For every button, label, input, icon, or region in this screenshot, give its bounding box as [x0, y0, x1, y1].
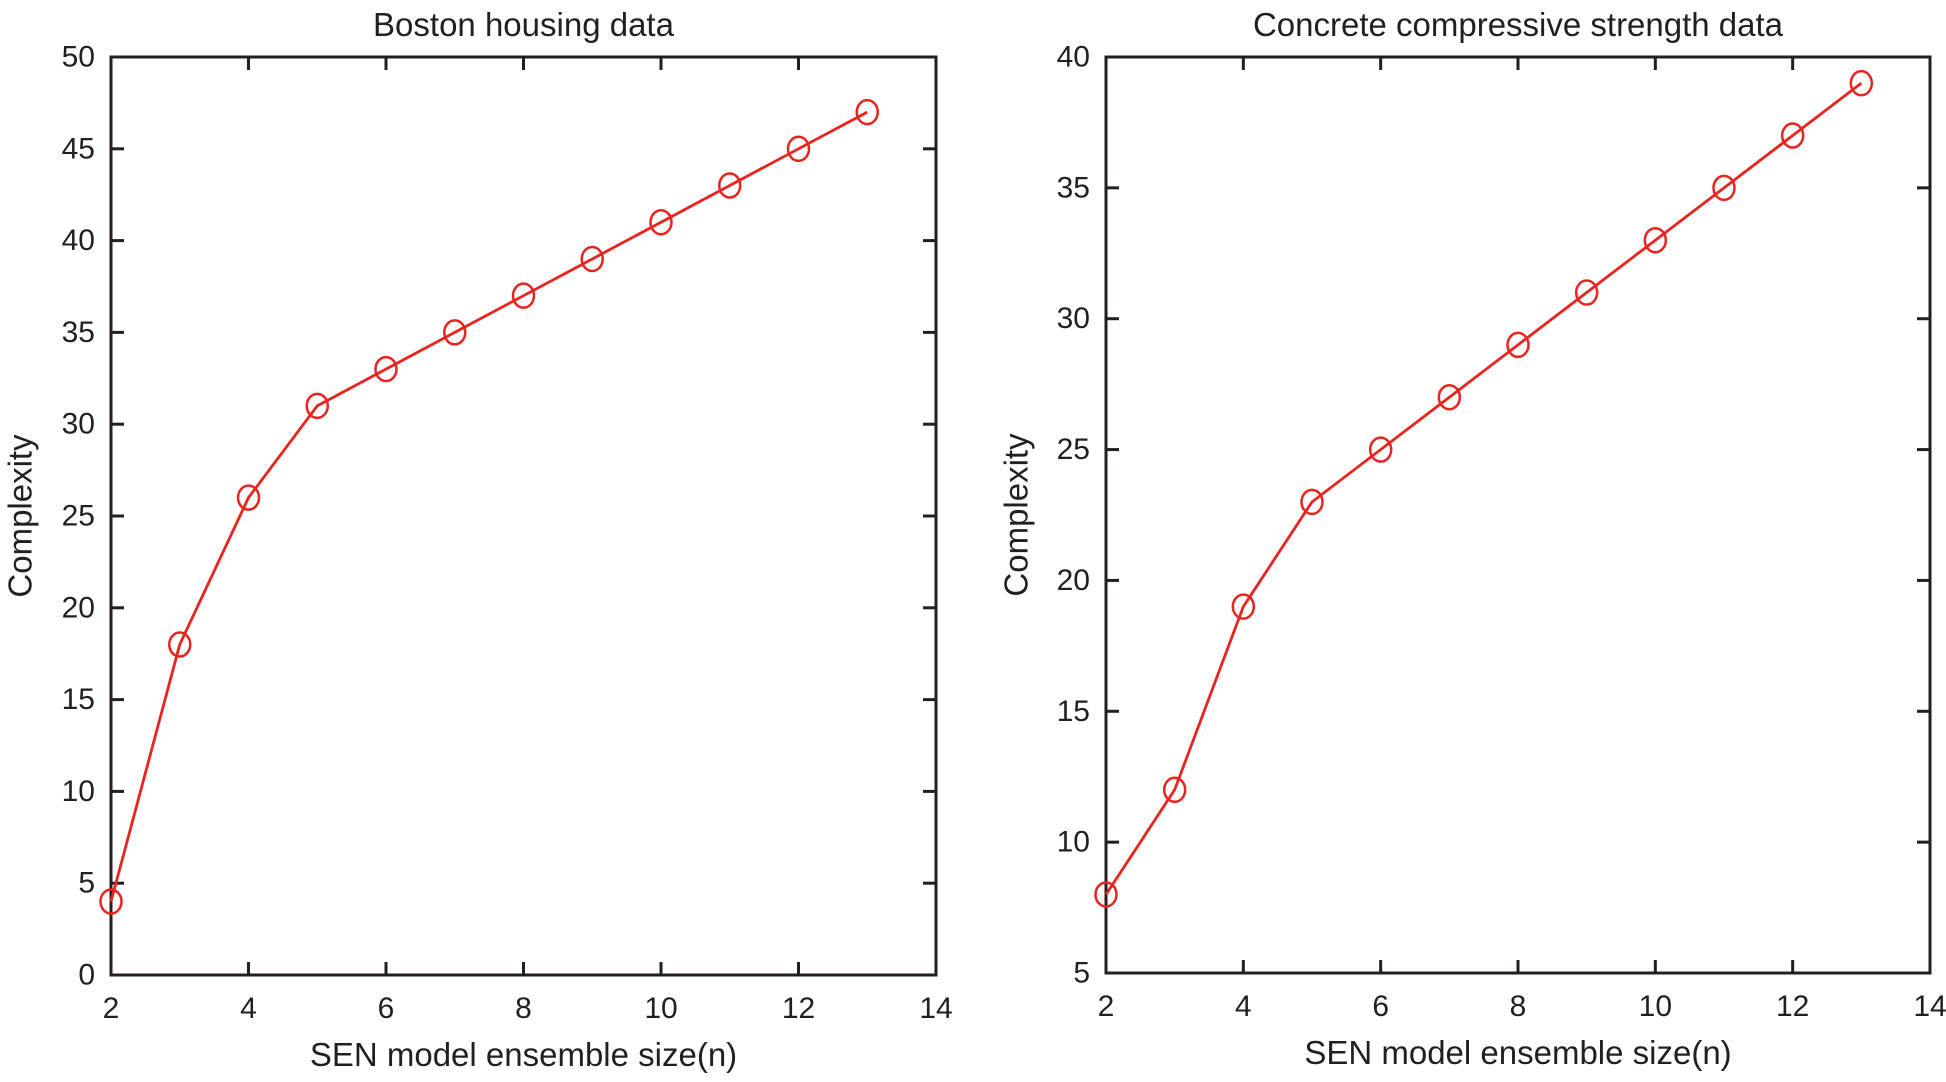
data-point-marker [1849, 69, 1874, 97]
x-tick-label: 8 [515, 992, 532, 1025]
y-tick-label: 40 [62, 224, 95, 257]
y-axis-label: Complexity [2, 434, 39, 598]
data-point-marker [99, 888, 123, 915]
x-tick-label: 10 [1639, 990, 1672, 1023]
x-tick-label: 14 [1913, 990, 1946, 1023]
data-point-marker [305, 392, 329, 420]
y-tick-label: 20 [62, 591, 95, 624]
y-tick-label: 0 [78, 959, 95, 992]
data-point-marker [168, 631, 192, 658]
data-point-marker [1162, 776, 1187, 804]
data-point-marker [1300, 488, 1324, 516]
plot-box [1104, 55, 1932, 975]
data-point-marker [786, 135, 811, 163]
data-point-marker [511, 282, 536, 309]
y-axis-label: Complexity [998, 433, 1035, 597]
x-tick-label: 12 [1776, 990, 1809, 1023]
chart-title: Boston housing data [373, 6, 675, 43]
data-point-marker [649, 208, 673, 236]
data-point-marker [1437, 383, 1462, 411]
y-tick-label: 10 [1057, 826, 1090, 859]
data-point-marker [443, 319, 467, 346]
y-tick-label: 25 [62, 500, 95, 533]
y-tick-label: 20 [1057, 564, 1090, 597]
data-point-marker [236, 484, 261, 511]
data-point-marker [1231, 593, 1256, 620]
y-tick-label: 40 [1057, 41, 1090, 74]
x-tick-label: 4 [1235, 990, 1252, 1023]
series-line [1104, 82, 1863, 896]
x-tick-label: 4 [240, 992, 257, 1025]
data-point-marker [1368, 436, 1393, 463]
chart-title: Concrete compressive strength data [1253, 6, 1784, 43]
y-tick-label: 5 [78, 867, 95, 900]
y-tick-label: 35 [62, 316, 95, 349]
x-tick-label: 6 [378, 992, 395, 1025]
x-tick-label: 6 [1372, 990, 1389, 1023]
y-tick-label: 30 [62, 408, 95, 441]
x-axis-label: SEN model ensemble size(n) [310, 1036, 737, 1073]
x-axis-label: SEN model ensemble size(n) [1304, 1034, 1731, 1071]
y-tick-label: 15 [1057, 695, 1090, 728]
y-tick-label: 25 [1057, 433, 1090, 466]
data-point-marker [1094, 881, 1118, 908]
data-point-marker [1780, 122, 1805, 149]
y-tick-label: 15 [62, 683, 95, 716]
x-tick-label: 12 [782, 992, 815, 1025]
data-point-marker [1643, 226, 1668, 254]
x-tick-label: 2 [1098, 990, 1115, 1023]
data-point-marker [855, 98, 879, 126]
data-point-marker [1506, 331, 1530, 359]
data-point-marker [1712, 174, 1736, 202]
data-point-marker [718, 172, 742, 199]
y-tick-label: 45 [62, 132, 95, 165]
y-tick-label: 5 [1073, 957, 1090, 990]
chart-right: 2 4 6 8 10 12 14 5 10 15 20 25 30 35 40 Concrete compre… [998, 6, 1946, 1071]
chart-left: 2 4 6 8 10 12 14 0 5 10 15 20 25 30 35 40 45 50 Boston hou… [2, 6, 953, 1073]
y-tick-label: 30 [1057, 302, 1090, 335]
data-point-marker [1574, 279, 1599, 306]
data-point-marker [580, 245, 604, 273]
x-tick-label: 14 [919, 992, 952, 1025]
x-tick-label: 8 [1510, 990, 1527, 1023]
y-tick-label: 50 [62, 41, 95, 74]
x-tick-label: 10 [644, 992, 677, 1025]
data-point-marker [374, 355, 398, 383]
x-tick-label: 2 [103, 992, 120, 1025]
y-tick-label: 35 [1057, 171, 1090, 204]
y-tick-label: 10 [62, 775, 95, 808]
plot-box [109, 55, 938, 977]
series-line [109, 110, 868, 902]
